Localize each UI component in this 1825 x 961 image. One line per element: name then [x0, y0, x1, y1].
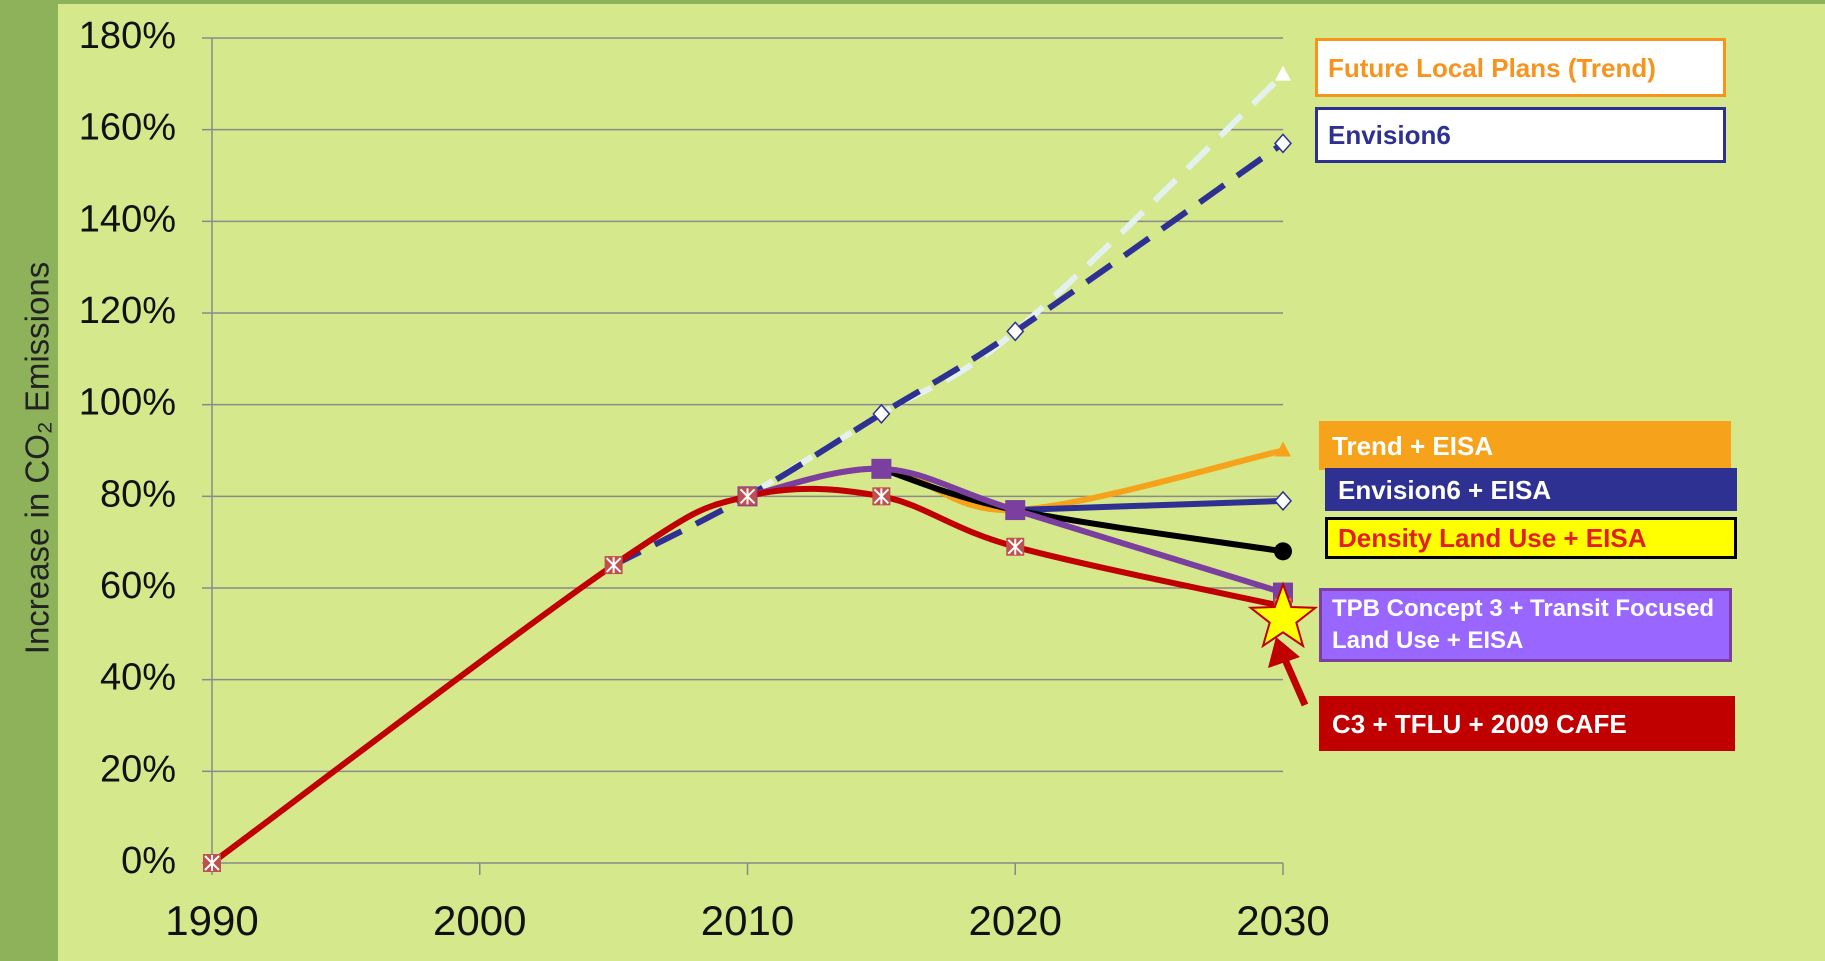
marker — [1273, 133, 1293, 154]
y-axis-label: Increase in CO₂ Emissions — [19, 262, 56, 654]
marker — [739, 488, 756, 505]
y-tick-label: 80% — [100, 473, 176, 515]
x-tick-label: 1990 — [165, 897, 258, 944]
y-tick-label: 180% — [79, 15, 176, 57]
legend-label: C3 + TFLU + 2009 CAFE — [1319, 696, 1735, 751]
marker — [873, 488, 890, 505]
marker — [872, 403, 891, 424]
x-tick-label: 2010 — [701, 897, 794, 944]
y-tick-label: 60% — [100, 565, 176, 607]
marker — [1274, 542, 1292, 561]
series-line — [745, 72, 1286, 499]
marker — [1275, 441, 1291, 457]
x-tick-label: 2000 — [433, 897, 526, 944]
legend-label: TPB Concept 3 + Transit Focused Land Use… — [1319, 588, 1732, 662]
legend-label: Envision6 + EISA — [1325, 468, 1737, 511]
series-line — [612, 140, 1285, 568]
highlight-star — [1247, 581, 1319, 649]
x-tick-label: 2030 — [1236, 897, 1329, 944]
y-tick-label: 140% — [79, 198, 176, 240]
marker — [204, 855, 220, 871]
marker — [871, 458, 892, 479]
x-tick-label: 2020 — [969, 897, 1062, 944]
y-tick-label: 100% — [79, 382, 176, 424]
series-line — [746, 465, 1284, 596]
y-tick-label: 120% — [79, 290, 176, 332]
legend-label: Envision6 — [1315, 107, 1726, 163]
marker — [1007, 538, 1023, 555]
series-line — [210, 485, 1284, 866]
arrow — [1279, 653, 1309, 707]
y-tick-label: 160% — [79, 107, 176, 149]
legend-label: Density Land Use + EISA — [1325, 517, 1737, 559]
marker — [605, 557, 622, 574]
marker — [1273, 490, 1293, 512]
marker — [1005, 500, 1026, 521]
arrow-head — [1268, 637, 1300, 668]
legend-label: Trend + EISA — [1319, 421, 1731, 470]
legend-label: Future Local Plans (Trend) — [1315, 38, 1726, 97]
series-line — [1015, 497, 1284, 514]
marker — [1275, 65, 1291, 81]
y-tick-label: 20% — [100, 748, 176, 790]
y-tick-label: 0% — [121, 840, 176, 882]
marker — [1006, 321, 1025, 342]
y-tick-label: 40% — [100, 657, 176, 699]
